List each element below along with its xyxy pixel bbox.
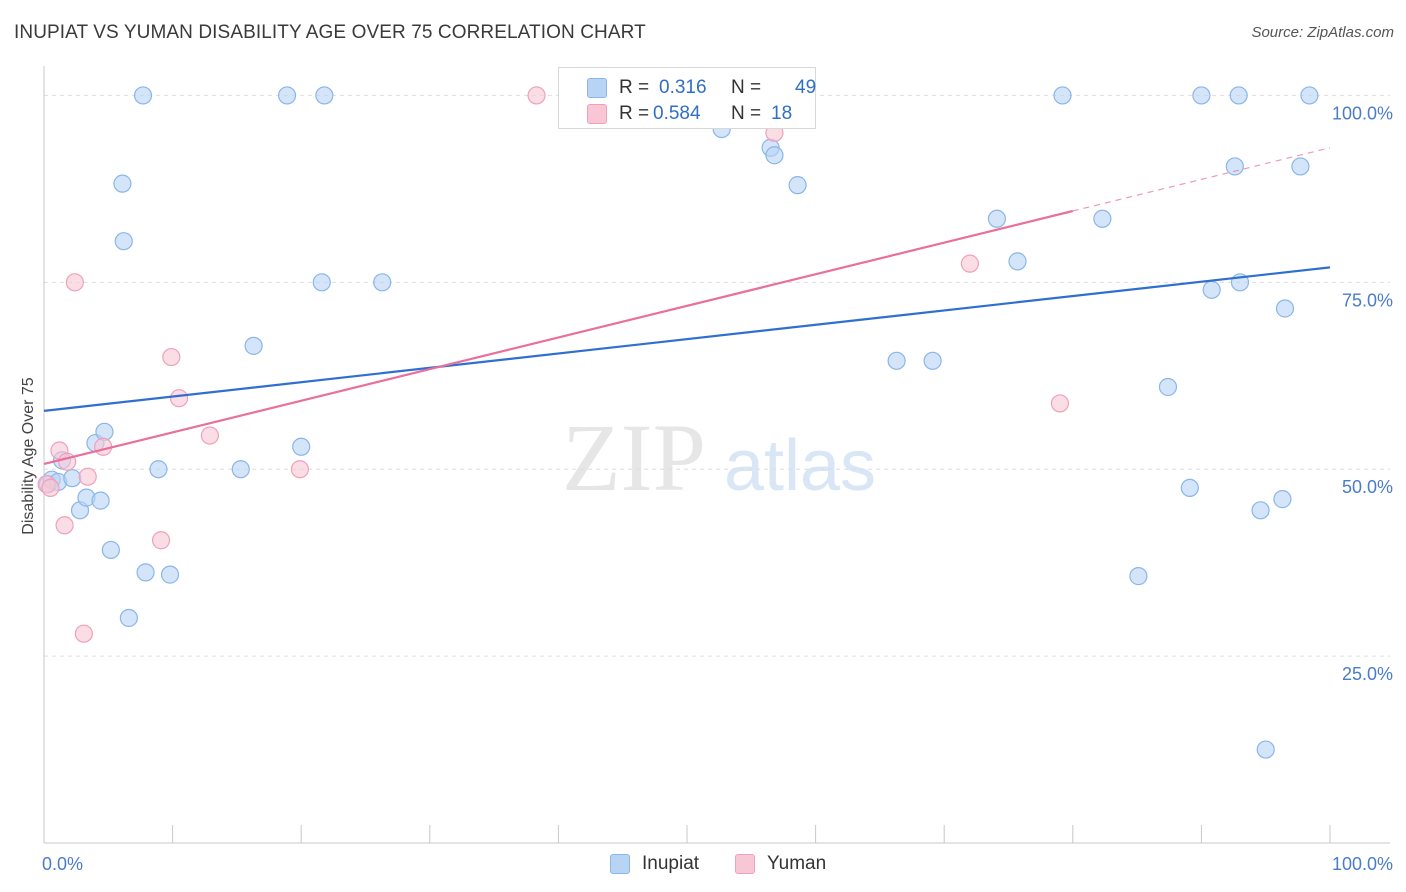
n-value: 49 — [795, 77, 817, 98]
point-inupiat — [63, 469, 82, 488]
point-inupiat — [101, 540, 120, 560]
chart-title: INUPIAT VS YUMAN DISABILITY AGE OVER 75 … — [14, 22, 646, 43]
point-yuman — [74, 624, 93, 643]
point-inupiat — [1053, 86, 1072, 105]
trend-line-inupiat — [43, 266, 1331, 412]
point-yuman — [960, 254, 980, 273]
stats-legend: R = 0.316 N = 49 R = 0.584 N = 18 — [558, 67, 816, 129]
point-inupiat — [1093, 209, 1112, 228]
point-inupiat — [160, 565, 180, 584]
point-yuman — [290, 460, 310, 479]
point-inupiat — [136, 563, 155, 582]
y-tick-label: 100.0% — [1332, 103, 1393, 123]
y-tick-label: 25.0% — [1342, 664, 1393, 684]
point-yuman — [78, 467, 97, 486]
x-tick-label: 0.0% — [42, 854, 83, 874]
source-label: Source: ZipAtlas.com — [1251, 24, 1394, 41]
point-yuman — [169, 389, 189, 408]
axes — [43, 66, 1390, 844]
r-label: R = — [619, 77, 650, 98]
point-inupiat — [1256, 740, 1275, 759]
point-inupiat — [277, 86, 297, 105]
point-inupiat — [114, 232, 133, 251]
point-inupiat — [373, 273, 392, 292]
point-yuman — [151, 531, 171, 550]
point-inupiat — [887, 351, 906, 370]
point-inupiat — [1180, 478, 1199, 498]
n-value: 18 — [771, 103, 793, 124]
point-inupiat — [1225, 157, 1244, 176]
trend-lines — [43, 147, 1331, 466]
x-tick-label: 100.0% — [1332, 854, 1393, 874]
point-inupiat — [91, 491, 110, 510]
point-inupiat — [315, 86, 334, 105]
inupiat-swatch — [610, 854, 630, 874]
trend-line-yuman — [43, 209, 1074, 466]
inupiat-swatch — [587, 78, 607, 98]
point-inupiat — [765, 146, 784, 165]
yuman-swatch — [735, 854, 755, 874]
data-points — [37, 86, 1319, 759]
point-yuman — [94, 437, 113, 456]
y-tick-label: 50.0% — [1342, 477, 1393, 497]
point-yuman — [162, 347, 181, 367]
point-yuman — [55, 516, 74, 535]
point-inupiat — [292, 437, 311, 456]
point-inupiat — [119, 608, 138, 628]
point-inupiat — [1158, 377, 1178, 397]
r-label: R = — [619, 103, 650, 124]
point-inupiat — [1229, 86, 1248, 105]
point-inupiat — [149, 460, 168, 479]
point-inupiat — [1008, 252, 1027, 271]
watermark: ZIP atlas — [562, 404, 876, 511]
point-inupiat — [113, 174, 132, 193]
point-inupiat — [1251, 501, 1270, 520]
point-inupiat — [1291, 157, 1310, 176]
point-inupiat — [231, 460, 250, 479]
point-yuman — [41, 478, 60, 498]
point-yuman — [200, 426, 219, 445]
point-yuman — [527, 86, 546, 105]
watermark-atlas: atlas — [724, 426, 876, 506]
r-value: 0.584 — [653, 103, 701, 124]
point-inupiat — [923, 351, 942, 370]
point-inupiat — [1192, 86, 1211, 105]
point-inupiat — [1275, 299, 1295, 318]
point-inupiat — [1129, 567, 1148, 586]
point-inupiat — [788, 176, 807, 195]
point-inupiat — [987, 209, 1007, 228]
point-inupiat — [1300, 86, 1319, 105]
point-inupiat — [1273, 490, 1292, 509]
point-yuman — [1050, 394, 1070, 413]
y-tick-label: 75.0% — [1342, 290, 1393, 310]
point-inupiat — [244, 336, 263, 355]
point-inupiat — [312, 273, 331, 292]
point-inupiat — [1202, 280, 1221, 299]
legend-label-yuman: Yuman — [767, 853, 827, 874]
watermark-zip: ZIP — [562, 404, 706, 511]
point-inupiat — [133, 86, 153, 105]
n-label: N = — [731, 103, 762, 124]
tick-labels: 100.0% 75.0% 50.0% 25.0% 0.0% 100.0% — [42, 103, 1393, 874]
legend-label-inupiat: Inupiat — [642, 853, 700, 874]
trend-line-extension-yuman — [1072, 147, 1331, 212]
r-value: 0.316 — [659, 77, 707, 98]
n-label: N = — [731, 77, 762, 98]
series-legend: Inupiat Yuman — [0, 852, 1406, 878]
grid-lines — [44, 94, 1390, 657]
point-yuman — [65, 273, 84, 292]
yuman-swatch — [587, 104, 607, 124]
